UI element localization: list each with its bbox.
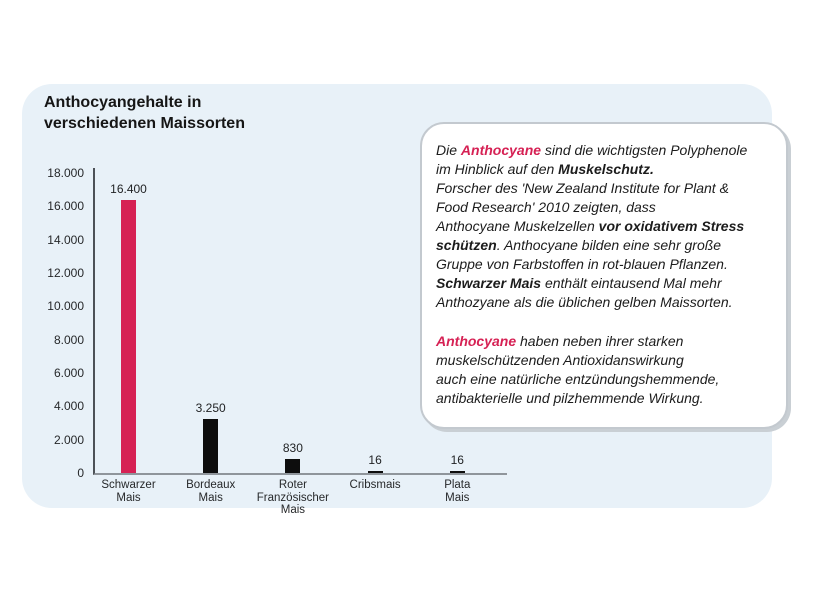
text-run: enthält eintausend Mal mehr — [541, 275, 722, 291]
info-line: Anthocyane Muskelzellen vor oxidativem S… — [436, 217, 772, 236]
bar-roter-französischer-mais — [285, 459, 301, 473]
x-category-label: Schwarzer Mais — [101, 479, 156, 504]
info-paragraph-1: Die Anthocyane sind die wichtigsten Poly… — [436, 141, 772, 312]
text-run: Gruppe von Farbstoffen in rot-blauen Pfl… — [436, 256, 728, 272]
info-line: Forscher des 'New Zealand Institute for … — [436, 179, 772, 198]
y-tick-label: 2.000 — [53, 432, 84, 447]
text-run: Anthozyane als die üblichen gelben Maiss… — [436, 294, 733, 310]
y-tick-label: 16.000 — [47, 199, 84, 214]
y-tick-label: 14.000 — [47, 232, 84, 247]
info-paragraphs: Die Anthocyane sind die wichtigsten Poly… — [436, 141, 772, 408]
bar-cribsmais — [367, 470, 383, 473]
bar-schwarzer-mais — [121, 199, 136, 473]
info-line: Anthocyane haben neben ihrer starken — [436, 332, 772, 351]
info-line: Schwarzer Mais enthält eintausend Mal me… — [436, 274, 772, 293]
text-run: auch eine natürliche entzündungshemmende… — [436, 371, 720, 387]
y-tick-label: 8.000 — [53, 332, 84, 347]
bar-value-label: 16 — [450, 452, 464, 467]
info-line: Gruppe von Farbstoffen in rot-blauen Pfl… — [436, 255, 772, 274]
text-run: Die — [436, 142, 461, 158]
x-category-label: Roter Französischer Mais — [256, 479, 329, 516]
bar-value-label: 830 — [282, 441, 303, 456]
bar-value-label: 3.250 — [195, 400, 226, 415]
text-run: antibakterielle und pilzhemmende Wirkung… — [436, 390, 704, 406]
info-line: Food Research' 2010 zeigten, dass — [436, 198, 772, 217]
info-line: schützen. Anthocyane bilden eine sehr gr… — [436, 236, 772, 255]
info-paragraph-2: Anthocyane haben neben ihrer starken musk… — [436, 332, 772, 408]
y-tick-label: 0 — [77, 466, 84, 480]
text-run: Forscher des 'New Zealand Institute for … — [436, 180, 729, 196]
text-run: im Hinblick auf den — [436, 161, 559, 177]
info-line: muskelschützenden Antioxidanswirkung — [436, 351, 772, 370]
plot-area: 0 2.000 4.000 6.000 8.000 10.000 12.000 14.000 1… — [47, 166, 507, 516]
accent-term: Anthocyane — [460, 142, 542, 158]
info-line: auch eine natürliche entzündungshemmende… — [436, 370, 772, 389]
text-run: muskelschützenden Antioxidanswirkung — [436, 352, 684, 368]
info-line: antibakterielle und pilzhemmende Wirkung… — [436, 389, 772, 408]
y-tick-label: 10.000 — [47, 299, 84, 314]
y-tick-label: 12.000 — [47, 266, 84, 280]
y-tick-label: 4.000 — [53, 399, 84, 414]
info-line: im Hinblick auf den Muskelschutz. — [436, 160, 772, 179]
info-line: Anthozyane als die üblichen gelben Maiss… — [436, 293, 772, 312]
bar-value-label: 16.400 — [110, 181, 147, 196]
y-tick-label: 6.000 — [53, 366, 84, 380]
text-run: vor oxidativem Stress — [598, 218, 745, 234]
text-run: sind die wichtigsten Polyphenole — [541, 142, 748, 158]
text-run: Anthocyane Muskelzellen — [436, 218, 599, 234]
text-run: haben neben ihrer starken — [516, 333, 684, 349]
text-run: Food Research' 2010 zeigten, dass — [436, 199, 656, 215]
bar-value-label: 16 — [368, 452, 382, 467]
text-run: Muskelschutz. — [558, 161, 654, 177]
text-run: . Anthocyane bilden eine sehr große — [496, 237, 722, 253]
x-category-label: Plata Mais — [444, 479, 471, 504]
text-run: schützen — [436, 237, 497, 253]
y-tick-label: 18.000 — [47, 166, 84, 180]
x-category-label: Cribsmais — [349, 479, 401, 491]
text-run: Schwarzer Mais — [436, 275, 542, 291]
bar-plata-mais — [449, 470, 465, 473]
info-card: Die Anthocyane sind die wichtigsten Poly… — [420, 122, 788, 429]
info-line: Die Anthocyane sind die wichtigsten Poly… — [436, 141, 772, 160]
accent-term: Anthocyane — [436, 333, 517, 349]
x-category-label: Bordeaux Mais — [186, 479, 236, 504]
bar-bordeaux-mais — [203, 418, 219, 473]
chart-title: Anthocyangehalte in verschiedenen Maisso… — [44, 94, 245, 132]
